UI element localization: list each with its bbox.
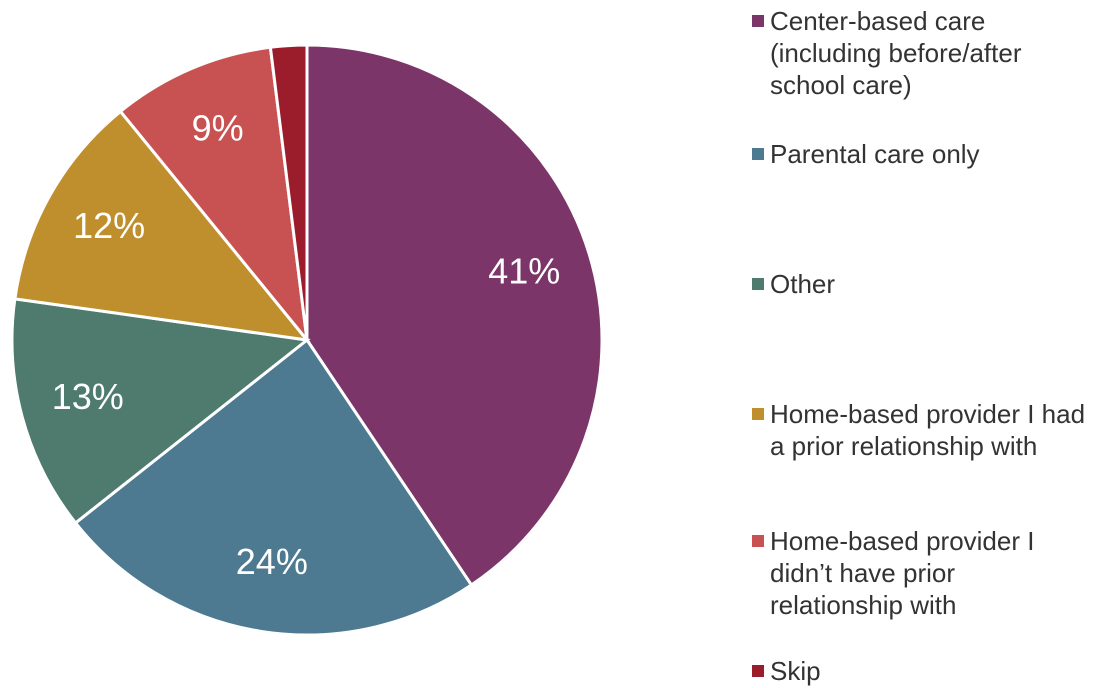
legend-label: Skip xyxy=(770,656,821,686)
legend-label: Center-based care (including before/afte… xyxy=(770,6,1022,100)
slice-label: 12% xyxy=(73,205,145,246)
legend-item: Center-based care (including before/afte… xyxy=(752,5,1092,101)
legend-item: Skip xyxy=(752,655,1092,687)
pie-slice xyxy=(305,43,604,588)
slice-label: 13% xyxy=(52,376,124,417)
legend-label: Home-based provider I didn’t have prior … xyxy=(770,526,1035,620)
slice-label: 24% xyxy=(236,541,308,582)
pie-slice xyxy=(118,45,310,345)
legend-label: Home-based provider I had a prior relati… xyxy=(770,399,1086,461)
legend-swatch xyxy=(752,15,764,27)
pie-slice xyxy=(268,43,309,341)
legend-item: Parental care only xyxy=(752,138,1092,170)
legend-label: Parental care only xyxy=(770,139,980,169)
legend-item: Home-based provider I had a prior relati… xyxy=(752,398,1092,462)
slice-label: 41% xyxy=(488,250,560,291)
legend-label: Other xyxy=(770,269,836,299)
legend-swatch xyxy=(752,278,764,290)
legend-swatch xyxy=(752,535,764,547)
pie-slice xyxy=(13,109,311,343)
chart: 41% 24% 13% 12% 9% xyxy=(10,43,604,637)
legend-swatch xyxy=(752,665,764,677)
slice-label: 9% xyxy=(192,108,244,149)
legend-swatch xyxy=(752,408,764,420)
legend-swatch xyxy=(752,148,764,160)
pie-slice xyxy=(73,337,474,637)
pie-slice xyxy=(10,297,311,526)
legend-item: Home-based provider I didn’t have prior … xyxy=(752,525,1092,621)
legend-item: Other xyxy=(752,268,1092,300)
